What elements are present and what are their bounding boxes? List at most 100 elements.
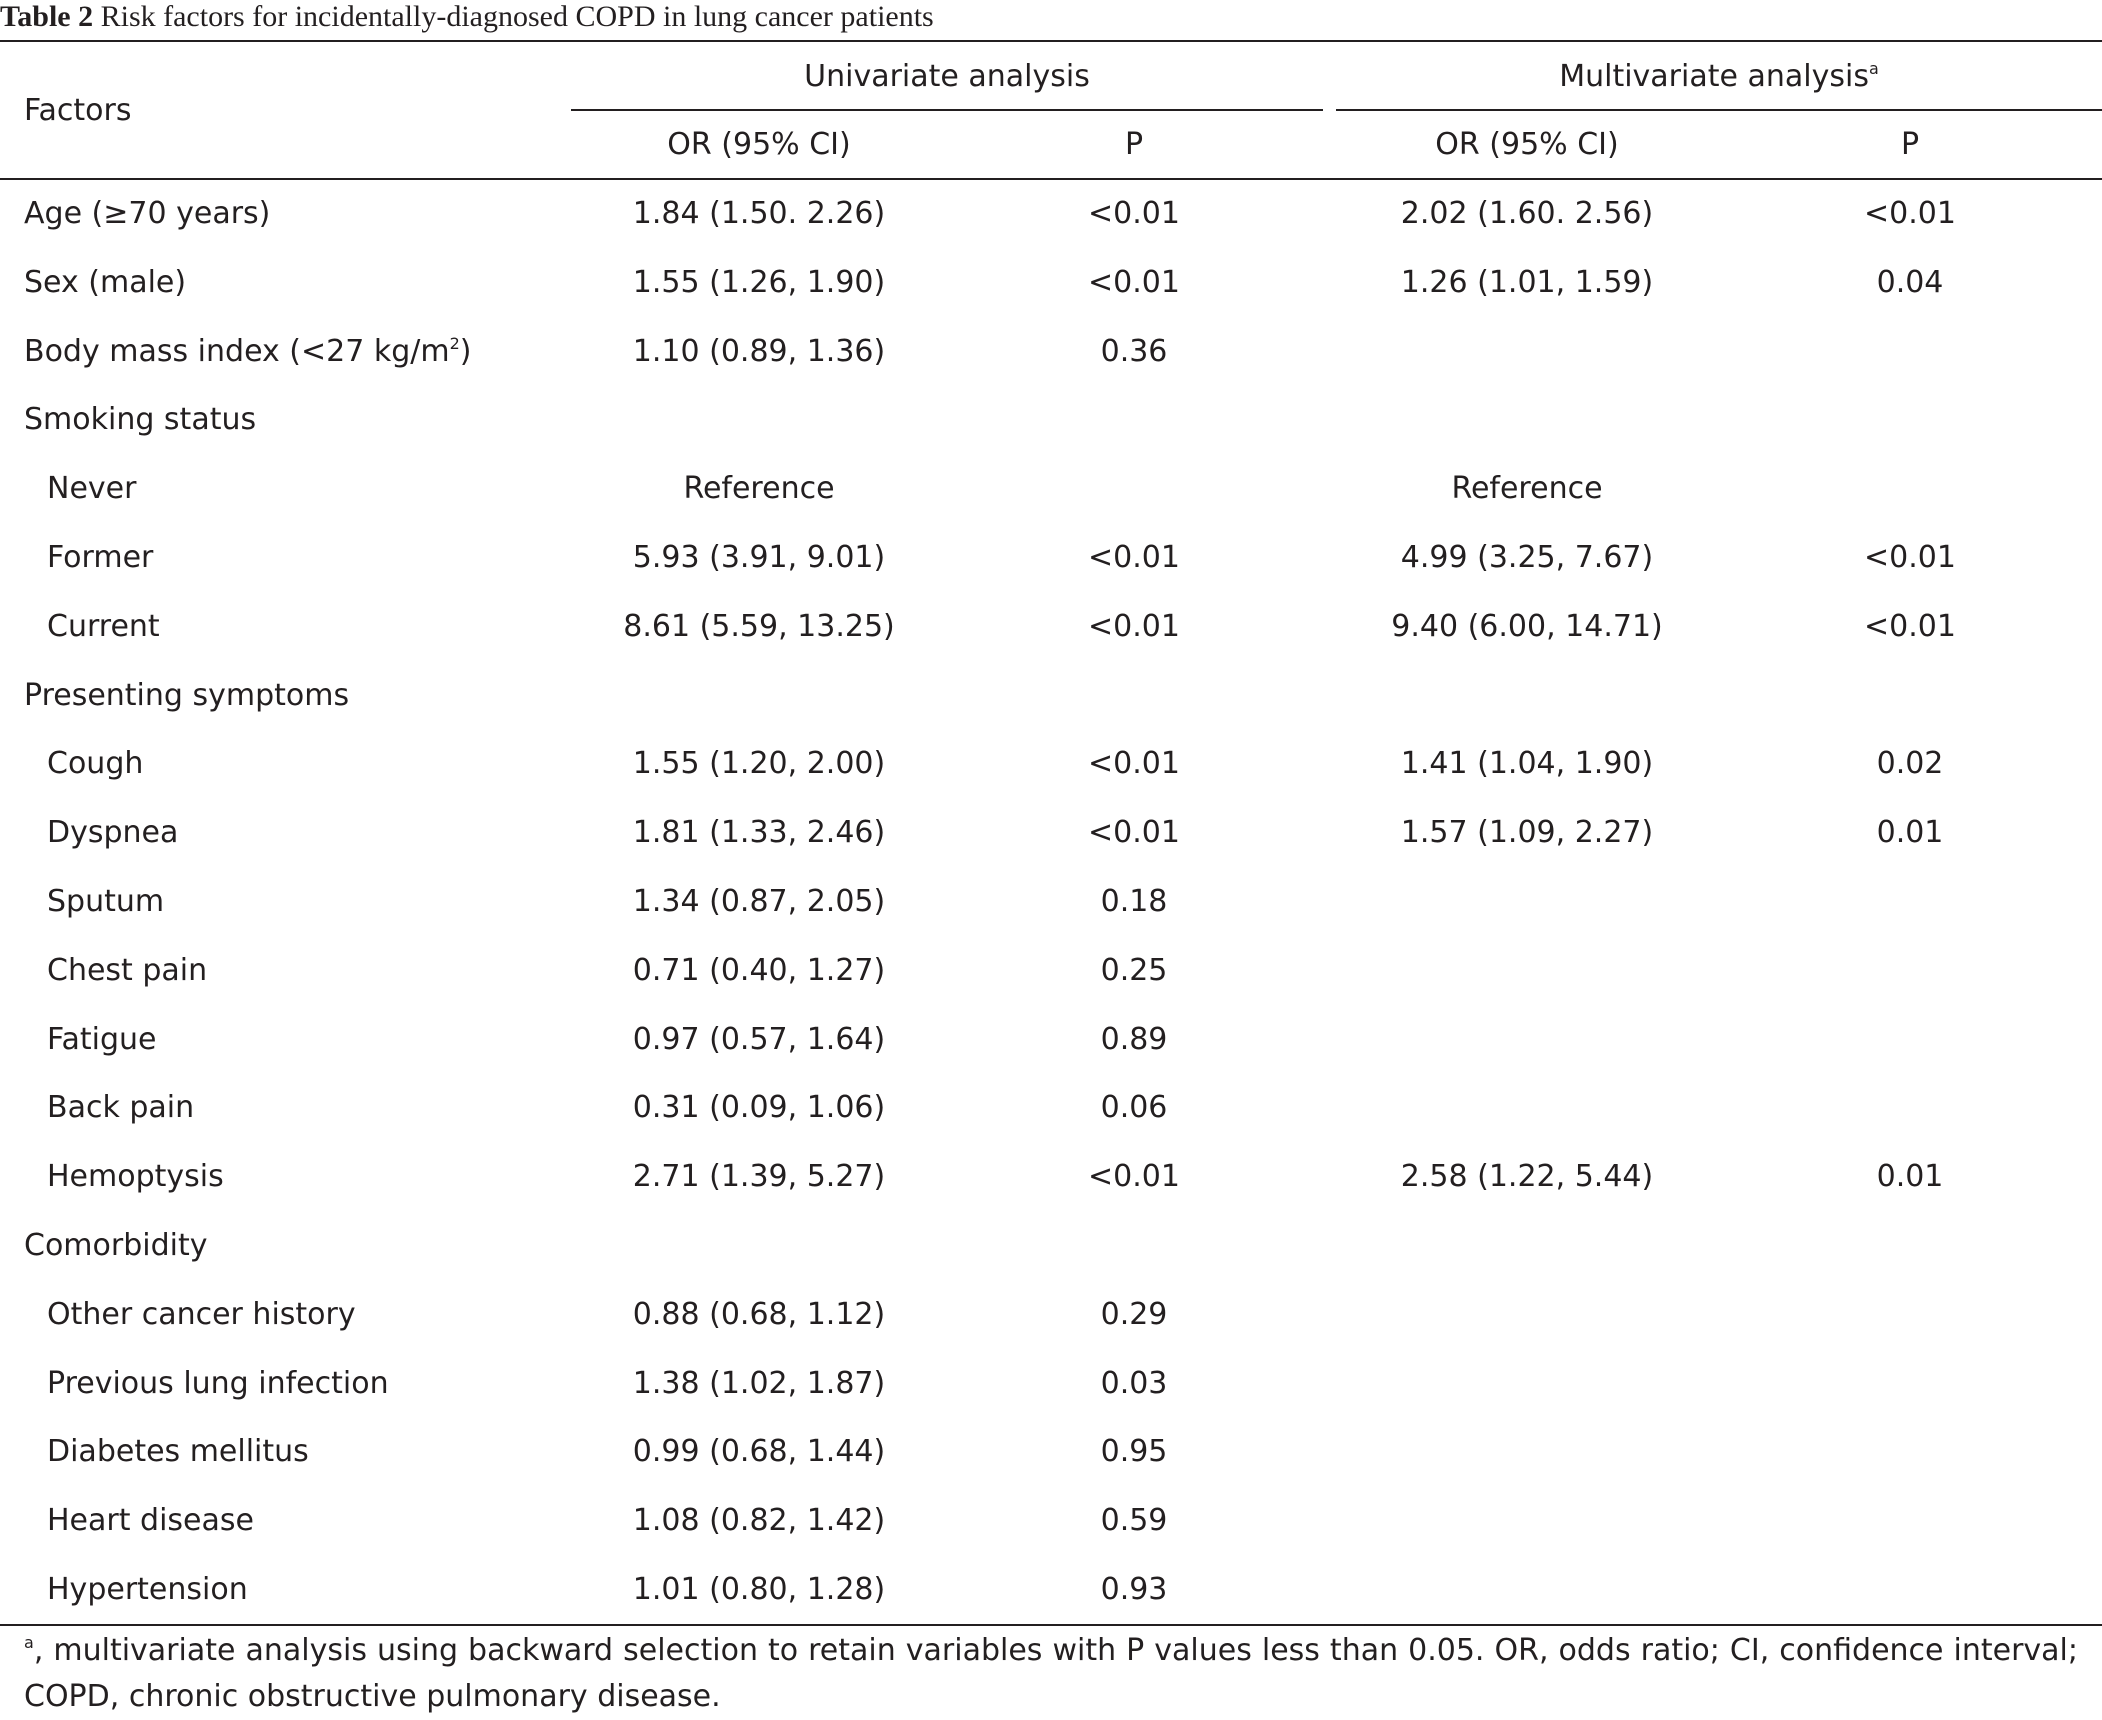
footnote-mark: a [24, 1633, 34, 1652]
univariate-p-cell: 0.29 [1100, 1297, 1168, 1332]
multivariate-or-cell: 9.40 (6.00, 14.71) [1391, 609, 1663, 644]
row-label-text: Sputum [47, 884, 165, 919]
row-label-text: Former [47, 540, 154, 575]
row-label: Presenting symptoms [24, 678, 349, 714]
row-label-text: Cough [47, 746, 144, 781]
univariate-or-cell: 1.84 (1.50. 2.26) [632, 196, 886, 231]
univariate-or-cell: 1.55 (1.26, 1.90) [632, 265, 886, 300]
row-label-text: Hemoptysis [47, 1159, 224, 1194]
table-footnote: a, multivariate analysis using backward … [24, 1628, 2078, 1720]
univariate-p-cell: <0.01 [1088, 1159, 1180, 1194]
multivariate-p-cell: 0.02 [1876, 746, 1944, 781]
row-label-text: Back pain [47, 1090, 195, 1125]
univariate-p-cell: 0.93 [1100, 1572, 1168, 1607]
univariate-p-cell: <0.01 [1088, 540, 1180, 575]
row-label-text: Comorbidity [24, 1228, 208, 1263]
multivariate-header-text: Multivariate analysis [1559, 59, 1869, 94]
multivariate-p-cell: <0.01 [1864, 609, 1956, 644]
multivariate-p-cell: 0.01 [1876, 815, 1944, 850]
bottom-rule [0, 1624, 2102, 1626]
multivariate-or-cell: 2.58 (1.22, 5.44) [1400, 1159, 1654, 1194]
row-label: Body mass index (<27 kg/m2) [24, 334, 472, 370]
row-label: Heart disease [47, 1503, 254, 1539]
row-label-text: Body mass index (<27 kg/m [24, 334, 450, 369]
row-label-text: Other cancer history [47, 1297, 356, 1332]
univariate-or-cell: 1.01 (0.80, 1.28) [632, 1572, 886, 1607]
univariate-or-cell: 1.08 (0.82, 1.42) [632, 1503, 886, 1538]
multivariate-p-cell: 0.04 [1876, 265, 1944, 300]
row-label: Hemoptysis [47, 1159, 224, 1195]
row-label-text: Sex (male) [24, 265, 187, 300]
univariate-or-cell: 0.88 (0.68, 1.12) [632, 1297, 886, 1332]
multivariate-header: Multivariate analysisa [1559, 59, 1879, 95]
univariate-or-cell: 5.93 (3.91, 9.01) [632, 540, 886, 575]
univariate-or-cell: 0.97 (0.57, 1.64) [632, 1022, 886, 1057]
row-label-text: Hypertension [47, 1572, 248, 1607]
univariate-or-header: OR (95% CI) [667, 127, 851, 162]
row-label: Other cancer history [47, 1297, 356, 1333]
row-label-text: Fatigue [47, 1022, 157, 1057]
univariate-p-cell: <0.01 [1088, 746, 1180, 781]
multivariate-or-cell: 2.02 (1.60. 2.56) [1400, 196, 1654, 231]
row-label: Comorbidity [24, 1228, 208, 1264]
multivariate-or-cell: 1.57 (1.09, 2.27) [1400, 815, 1654, 850]
multivariate-p-cell: <0.01 [1864, 540, 1956, 575]
top-rule [0, 40, 2102, 42]
row-label: Sex (male) [24, 265, 186, 301]
row-label: Age (≥70 years) [24, 196, 270, 232]
row-label: Back pain [47, 1090, 194, 1126]
univariate-header: Univariate analysis [804, 59, 1090, 94]
univariate-or-cell: 0.99 (0.68, 1.44) [632, 1434, 886, 1469]
row-label-text: Heart disease [47, 1503, 254, 1538]
univariate-p-cell: 0.25 [1100, 953, 1168, 988]
univariate-p-cell: 0.06 [1100, 1090, 1168, 1125]
univariate-or-cell: 2.71 (1.39, 5.27) [632, 1159, 886, 1194]
row-label: Diabetes mellitus [47, 1434, 309, 1470]
univariate-or-cell: 1.38 (1.02, 1.87) [632, 1366, 886, 1401]
header-rule [0, 178, 2102, 180]
footnote-text: , multivariate analysis using backward s… [24, 1633, 2078, 1714]
row-label-tail: ) [459, 334, 472, 369]
multivariate-or-cell: 4.99 (3.25, 7.67) [1400, 540, 1654, 575]
univariate-p-cell: 0.18 [1100, 884, 1168, 919]
univariate-or-cell: 1.34 (0.87, 2.05) [632, 884, 886, 919]
univariate-p-header: P [1124, 127, 1144, 162]
row-label-text: Diabetes mellitus [47, 1434, 309, 1469]
multivariate-p-cell: <0.01 [1864, 196, 1956, 231]
univariate-or-cell: 8.61 (5.59, 13.25) [623, 609, 895, 644]
row-label-text: Chest pain [47, 953, 208, 988]
row-label: Never [47, 471, 136, 507]
row-label: Dyspnea [47, 815, 178, 851]
row-label: Previous lung infection [47, 1366, 389, 1402]
row-label-text: Current [47, 609, 160, 644]
univariate-or-cell: 1.10 (0.89, 1.36) [632, 334, 886, 369]
row-label-text: Never [47, 471, 137, 506]
table-label: Table 2 [0, 0, 94, 33]
multivariate-p-header: P [1900, 127, 1920, 162]
row-label: Current [47, 609, 160, 645]
table-title: Risk factors for incidentally-diagnosed … [100, 0, 934, 33]
row-label-text: Previous lung infection [47, 1366, 389, 1401]
row-label-superscript: 2 [449, 334, 460, 353]
factors-header: Factors [24, 93, 132, 128]
row-label-text: Dyspnea [47, 815, 179, 850]
multivariate-or-cell: 1.41 (1.04, 1.90) [1400, 746, 1654, 781]
row-label: Fatigue [47, 1022, 157, 1058]
row-label: Sputum [47, 884, 164, 920]
univariate-or-cell: Reference [683, 471, 835, 506]
multivariate-footnote-mark: a [1868, 59, 1879, 78]
univariate-p-cell: 0.95 [1100, 1434, 1168, 1469]
row-label: Former [47, 540, 153, 576]
univariate-or-cell: 1.55 (1.20, 2.00) [632, 746, 886, 781]
row-label-text: Smoking status [24, 402, 257, 437]
row-label-text: Age (≥70 years) [24, 196, 271, 231]
multivariate-p-cell: 0.01 [1876, 1159, 1944, 1194]
univariate-or-cell: 1.81 (1.33, 2.46) [632, 815, 886, 850]
multivariate-or-cell: Reference [1451, 471, 1603, 506]
row-label: Chest pain [47, 953, 207, 989]
univariate-p-cell: <0.01 [1088, 815, 1180, 850]
multivariate-or-header: OR (95% CI) [1435, 127, 1619, 162]
univariate-p-cell: 0.36 [1100, 334, 1168, 369]
univariate-underline [571, 109, 1323, 111]
univariate-p-cell: <0.01 [1088, 196, 1180, 231]
